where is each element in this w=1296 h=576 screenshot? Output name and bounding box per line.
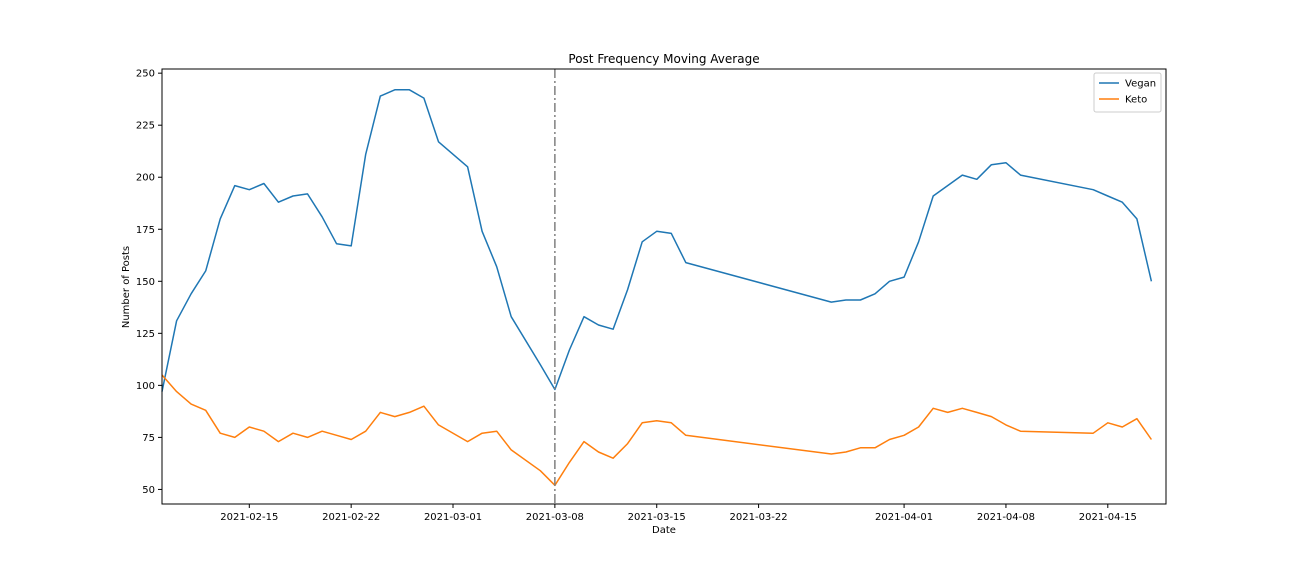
x-tick-label: 2021-02-22 bbox=[322, 512, 380, 523]
plot-frame bbox=[161, 68, 1167, 505]
x-tick-label: 2021-04-15 bbox=[1079, 512, 1137, 523]
series-line-keto bbox=[161, 374, 1153, 487]
series-layer bbox=[161, 89, 1153, 487]
x-axis-ticks: 2021-02-15 2021-02-22 2021-03-01 2021-03-08… bbox=[220, 504, 1137, 523]
legend: Vegan Keto bbox=[1093, 72, 1162, 113]
y-tick-label: 175 bbox=[136, 225, 155, 236]
legend-label-vegan: Vegan bbox=[1125, 79, 1156, 90]
y-tick-label: 125 bbox=[136, 329, 155, 340]
y-tick-label: 225 bbox=[136, 121, 155, 132]
chart-title: Post Frequency Moving Average bbox=[568, 52, 759, 66]
x-tick-label: 2021-03-22 bbox=[730, 512, 788, 523]
x-tick-label: 2021-03-08 bbox=[526, 512, 584, 523]
x-tick-label: 2021-04-01 bbox=[875, 512, 933, 523]
x-axis-label: Date bbox=[652, 525, 676, 536]
x-tick-label: 2021-03-15 bbox=[628, 512, 686, 523]
x-tick-label: 2021-02-15 bbox=[220, 512, 278, 523]
x-tick-label: 2021-03-01 bbox=[424, 512, 482, 523]
y-tick-label: 50 bbox=[142, 485, 155, 496]
legend-label-keto: Keto bbox=[1125, 95, 1147, 106]
y-tick-label: 250 bbox=[136, 69, 155, 80]
y-axis-ticks: 50 75 100 125 150 175 200 225 250 bbox=[136, 69, 162, 496]
series-line-vegan bbox=[161, 89, 1153, 392]
y-tick-label: 100 bbox=[136, 381, 155, 392]
x-tick-label: 2021-04-08 bbox=[977, 512, 1035, 523]
y-tick-label: 150 bbox=[136, 277, 155, 288]
y-tick-label: 75 bbox=[142, 433, 155, 444]
y-axis-label: Number of Posts bbox=[121, 246, 132, 328]
y-tick-label: 200 bbox=[136, 173, 155, 184]
